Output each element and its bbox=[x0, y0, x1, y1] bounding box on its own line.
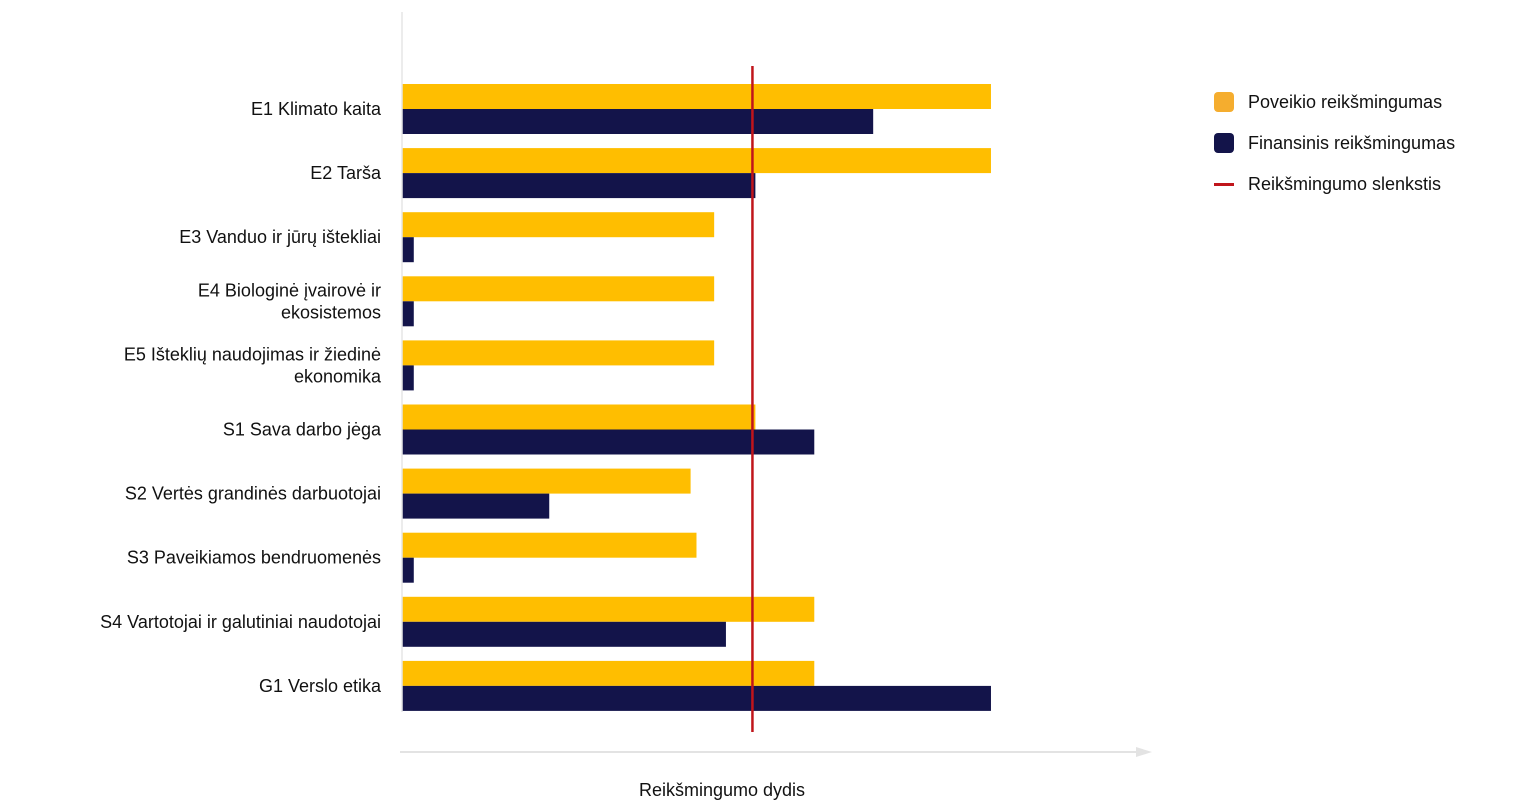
financial-bar-6 bbox=[402, 493, 550, 519]
impact-bar-2 bbox=[402, 212, 715, 238]
category-label-line: S1 Sava darbo jėga bbox=[223, 420, 382, 440]
financial-bar-8 bbox=[402, 621, 726, 647]
financial-bar-5 bbox=[402, 429, 815, 455]
legend-label-threshold: Reikšmingumo slenkstis bbox=[1248, 173, 1442, 194]
category-label-line: ekonomika bbox=[294, 366, 382, 386]
category-label-line: S4 Vartotojai ir galutiniai naudotojai bbox=[100, 612, 381, 632]
category-label-9: G1 Verslo etika bbox=[259, 676, 382, 696]
legend-swatch-financial bbox=[1214, 133, 1234, 153]
category-label-5: S1 Sava darbo jėga bbox=[223, 420, 382, 440]
financial-bar-1 bbox=[402, 173, 756, 199]
impact-bar-9 bbox=[402, 660, 815, 686]
category-label-line: E3 Vanduo ir jūrų ištekliai bbox=[179, 227, 381, 247]
legend: Poveikio reikšmingumas Finansinis reikšm… bbox=[1214, 92, 1455, 215]
impact-bar-5 bbox=[402, 404, 756, 430]
x-axis-arrowhead bbox=[1136, 747, 1152, 757]
category-label-line: G1 Verslo etika bbox=[259, 676, 382, 696]
category-label-3: E4 Biologinė įvairovė ir ekosistemos bbox=[198, 280, 381, 322]
impact-bar-6 bbox=[402, 468, 691, 494]
category-label-line: E1 Klimato kaita bbox=[251, 99, 382, 119]
legend-line-threshold bbox=[1214, 182, 1234, 186]
category-label-6: S2 Vertės grandinės darbuotojai bbox=[125, 484, 381, 504]
impact-bar-8 bbox=[402, 596, 815, 622]
category-label-line: S3 Paveikiamos bendruomenės bbox=[127, 548, 381, 568]
legend-item-threshold: Reikšmingumo slenkstis bbox=[1214, 174, 1455, 194]
financial-bar-3 bbox=[402, 301, 414, 327]
category-label-line: S2 Vertės grandinės darbuotojai bbox=[125, 484, 381, 504]
category-label-line: E5 Išteklių naudojimas ir žiedinė bbox=[124, 344, 381, 364]
category-label-7: S3 Paveikiamos bendruomenės bbox=[127, 548, 381, 568]
x-axis-label: Reikšmingumo dydis bbox=[639, 780, 805, 800]
impact-bar-1 bbox=[402, 148, 991, 174]
financial-bar-2 bbox=[402, 237, 414, 263]
legend-label-financial: Finansinis reikšmingumas bbox=[1248, 132, 1456, 153]
financial-bar-0 bbox=[402, 109, 874, 134]
category-label-4: E5 Išteklių naudojimas ir žiedinė ekonomi… bbox=[124, 344, 382, 386]
financial-bar-4 bbox=[402, 365, 414, 391]
category-label-line: E4 Biologinė įvairovė ir bbox=[198, 280, 381, 300]
financial-bar-9 bbox=[402, 685, 991, 711]
impact-bar-7 bbox=[402, 532, 697, 558]
legend-item-impact: Poveikio reikšmingumas bbox=[1214, 92, 1455, 112]
impact-bar-0 bbox=[402, 84, 991, 109]
category-label-0: E1 Klimato kaita bbox=[251, 99, 382, 119]
category-label-2: E3 Vanduo ir jūrų ištekliai bbox=[179, 227, 381, 247]
bars-group bbox=[402, 84, 991, 711]
category-label-1: E2 Tarša bbox=[310, 163, 382, 183]
impact-bar-3 bbox=[402, 276, 715, 302]
category-labels-group: E1 Klimato kaita E2 Tarša E3 Vanduo ir jūr… bbox=[100, 99, 382, 696]
legend-item-financial: Finansinis reikšmingumas bbox=[1214, 133, 1455, 153]
category-label-8: S4 Vartotojai ir galutiniai naudotojai bbox=[100, 612, 381, 632]
category-label-line: E2 Tarša bbox=[310, 163, 382, 183]
financial-bar-7 bbox=[402, 557, 414, 583]
impact-bar-4 bbox=[402, 340, 715, 366]
legend-label-impact: Poveikio reikšmingumas bbox=[1248, 91, 1443, 112]
legend-swatch-impact bbox=[1214, 92, 1234, 112]
category-label-line: ekosistemos bbox=[281, 302, 381, 322]
